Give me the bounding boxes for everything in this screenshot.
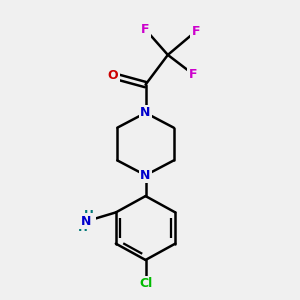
Text: N: N xyxy=(140,169,151,182)
Text: Cl: Cl xyxy=(139,277,152,290)
Text: H: H xyxy=(84,209,94,222)
Text: F: F xyxy=(189,68,197,81)
Text: F: F xyxy=(192,25,200,38)
Text: N: N xyxy=(140,106,151,119)
Text: H: H xyxy=(78,221,88,234)
Text: F: F xyxy=(141,23,150,36)
Text: N: N xyxy=(81,215,91,228)
Text: O: O xyxy=(107,69,118,82)
